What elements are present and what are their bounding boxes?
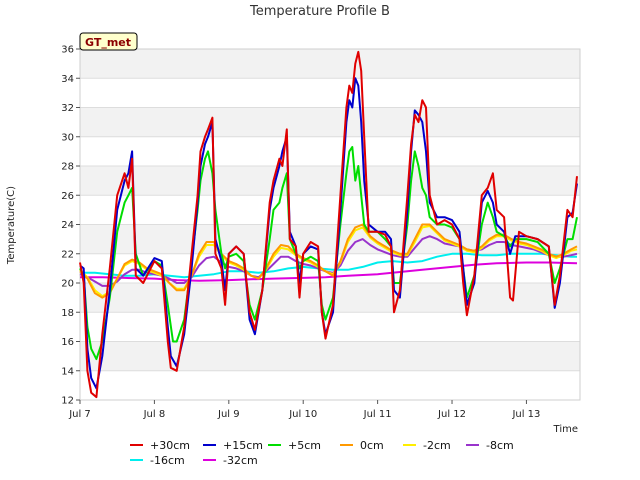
grid-band [80,49,580,79]
y-tick-label: 28 [61,162,74,173]
y-tick-label: 24 [61,220,74,231]
x-axis-ticks: Jul 7 Jul 8 Jul 9 Jul 10 Jul 11 Jul 12 Jul 13 [68,400,540,420]
chart-title: Temperature Profile B [249,4,390,19]
legend-label: 0cm [360,439,384,452]
badge-box [79,32,138,51]
series-line-30cm [79,50,578,399]
y-tick-label: 30 [61,132,74,143]
y-tick-label: 36 [61,45,74,56]
y-tick-label: 26 [61,191,74,202]
x-axis-title: Time [553,424,578,435]
legend: +30cm +15cm +5cm 0cm -2cm -8cm -16cm -32cm [130,439,514,467]
legend-label: -32cm [223,454,258,467]
grid-band [80,107,580,137]
legend-label: +5cm [288,439,321,452]
y-tick-label: 14 [61,366,74,377]
legend-label: +30cm [150,439,190,452]
x-tick-label: Jul 13 [511,409,540,420]
grid-band [80,370,580,400]
x-tick-label: Jul 10 [288,409,317,420]
y-tick-label: 12 [61,396,74,407]
legend-label: +15cm [223,439,263,452]
y-axis-ticks: 12 14 16 18 20 22 24 26 28 30 32 34 36 [61,45,80,407]
x-tick-label: Jul 12 [437,409,466,420]
grid-band [80,78,580,108]
legend-label: -16cm [150,454,185,467]
y-tick-label: 34 [61,74,74,85]
y-tick-label: 32 [61,103,74,114]
y-tick-label: 20 [61,279,74,290]
badge-label: GT_met [85,36,131,49]
x-tick-label: Jul 11 [363,409,392,420]
y-axis-title: Temperature(C) [6,186,17,265]
x-tick-label: Jul 7 [68,409,91,420]
gt-met-badge: GT_met [79,32,138,51]
y-tick-label: 22 [61,249,74,260]
series-lines [79,50,578,399]
grid-band [80,341,580,371]
legend-label: -2cm [423,439,451,452]
y-tick-label: 18 [61,308,74,319]
series-line-16cm [80,252,577,279]
legend-label: -8cm [486,439,514,452]
x-tick-label: Jul 9 [217,409,240,420]
y-tick-label: 16 [61,337,74,348]
grid-band [80,166,580,196]
grid-band [80,136,580,166]
x-tick-label: Jul 8 [143,409,166,420]
